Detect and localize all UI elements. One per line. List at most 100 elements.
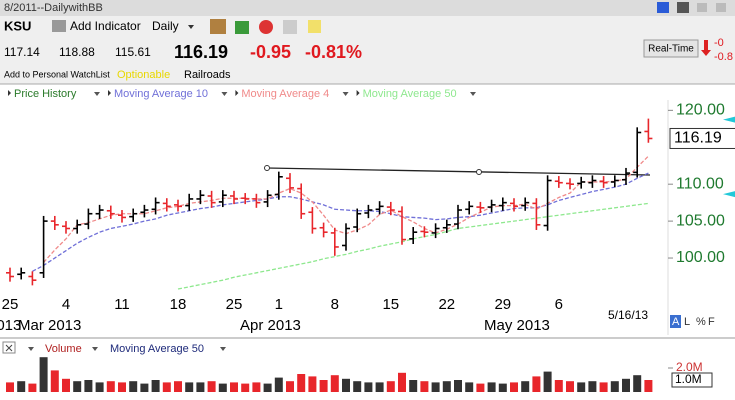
trendline xyxy=(266,167,651,176)
scale-button[interactable]: A xyxy=(672,316,680,328)
volume-bar xyxy=(588,381,597,392)
volume-bar xyxy=(599,382,608,392)
volume-bar xyxy=(50,370,59,392)
icon[interactable] xyxy=(259,20,273,34)
dropdown[interactable] xyxy=(108,90,111,96)
y-tick-label: 110.00 xyxy=(676,175,724,192)
legend-entry[interactable]: Moving Average 4 xyxy=(241,88,329,100)
x-tick-label: 8 xyxy=(331,296,339,313)
volume-bar xyxy=(140,383,149,392)
volume-bar xyxy=(465,382,474,392)
legend-entry[interactable]: Moving Average 10 xyxy=(114,88,208,100)
dropdown[interactable] xyxy=(92,347,98,351)
last-value: 1.0M xyxy=(675,372,702,386)
period[interactable]: Daily xyxy=(152,19,179,33)
y-tick-label: 105.00 xyxy=(676,212,725,229)
right-change: -0 xyxy=(714,37,724,49)
legend-entry[interactable]: Volume xyxy=(45,343,82,355)
dropdown[interactable] xyxy=(221,92,228,96)
volume-bar xyxy=(610,381,619,392)
dropdown[interactable] xyxy=(342,92,349,96)
volume-bar xyxy=(342,378,350,392)
icon[interactable] xyxy=(716,3,726,12)
dropdown[interactable] xyxy=(220,347,226,351)
realtime-button[interactable] xyxy=(643,39,699,58)
dropdown[interactable] xyxy=(28,347,34,351)
x-tick-label: 6 xyxy=(555,296,563,313)
y-tick-label: 120.00 xyxy=(676,102,725,119)
x-tick-label: 25 xyxy=(226,296,243,313)
title-bar xyxy=(0,0,735,16)
dropdown[interactable] xyxy=(235,90,239,96)
volume-bar xyxy=(17,381,26,392)
quote-last: 116.19 xyxy=(174,42,228,62)
ma-line xyxy=(32,172,649,272)
x-tick-label: 11 xyxy=(114,296,130,313)
watchlist[interactable]: Add to Personal WatchList xyxy=(4,69,110,79)
volume-bar xyxy=(487,382,496,392)
volume-bar xyxy=(196,382,205,392)
realtime[interactable]: Real-Time xyxy=(648,44,694,55)
y-tick-label: 2.0M xyxy=(676,360,703,374)
right-pct: -0.8 xyxy=(714,51,733,63)
x-tick-label: 15 xyxy=(382,296,399,313)
volume-bar xyxy=(28,383,37,392)
scale-button-bg[interactable] xyxy=(670,315,681,328)
icon[interactable] xyxy=(677,2,689,13)
volume-bar xyxy=(241,383,250,392)
icon[interactable] xyxy=(210,19,226,34)
scale-button[interactable]: L xyxy=(684,316,690,328)
volume-bar xyxy=(543,371,552,392)
dropdown[interactable] xyxy=(8,90,11,96)
volume-bar xyxy=(95,382,104,392)
volume-bar xyxy=(420,381,429,392)
month-label: May 2013 xyxy=(484,317,550,334)
legend-entry[interactable]: Moving Average 50 xyxy=(363,88,457,100)
volume-bar xyxy=(454,380,462,392)
volume-bar xyxy=(73,381,82,392)
scale-button[interactable]: % xyxy=(696,316,706,328)
volume-bar xyxy=(174,381,182,392)
volume-bar xyxy=(364,382,373,392)
x-tick-label: 25 xyxy=(2,296,19,313)
volume-bar xyxy=(532,376,541,392)
symbol[interactable]: KSU xyxy=(4,18,31,33)
x-tick-label: 22 xyxy=(438,296,455,313)
icon[interactable] xyxy=(283,20,297,34)
volume-bar xyxy=(398,372,406,392)
dropdown[interactable] xyxy=(94,92,100,96)
x-tick-label: 1 xyxy=(275,296,283,313)
date-label: 5/16/13 xyxy=(608,308,648,322)
icon[interactable] xyxy=(697,3,707,12)
volume-bar xyxy=(106,381,115,392)
icon[interactable] xyxy=(235,21,249,34)
icon[interactable] xyxy=(52,20,66,32)
volume-bar xyxy=(297,374,306,392)
dropdown[interactable] xyxy=(470,92,476,96)
volume-bar xyxy=(353,381,362,392)
scale-button[interactable]: F xyxy=(708,316,715,328)
volume-bar xyxy=(185,382,194,392)
dropdown[interactable] xyxy=(188,25,194,29)
volume-bar xyxy=(319,380,328,392)
volume-bar xyxy=(274,377,283,392)
legend-entry[interactable]: Price History xyxy=(14,88,77,100)
trendline-handle[interactable] xyxy=(264,165,270,171)
volume-bar xyxy=(510,382,518,392)
volume-bar xyxy=(577,382,586,392)
icon[interactable] xyxy=(308,20,321,33)
volume-bar xyxy=(39,357,48,392)
quote-change-pct: -0.81% xyxy=(305,42,362,62)
price-pointer xyxy=(723,191,735,198)
close-x[interactable] xyxy=(5,344,13,352)
icon[interactable] xyxy=(657,2,669,13)
volume-bar xyxy=(476,383,485,392)
legend-entry[interactable]: Moving Average 50 xyxy=(110,343,204,355)
trendline-handle[interactable] xyxy=(476,169,482,175)
volume-bar xyxy=(521,381,530,392)
optionable: Optionable xyxy=(117,69,170,81)
window-title: 8/2011--DailywithBB xyxy=(4,2,103,14)
add-indicator[interactable]: Add Indicator xyxy=(70,19,141,33)
industry[interactable]: Railroads xyxy=(184,69,231,81)
dropdown[interactable] xyxy=(356,90,360,96)
